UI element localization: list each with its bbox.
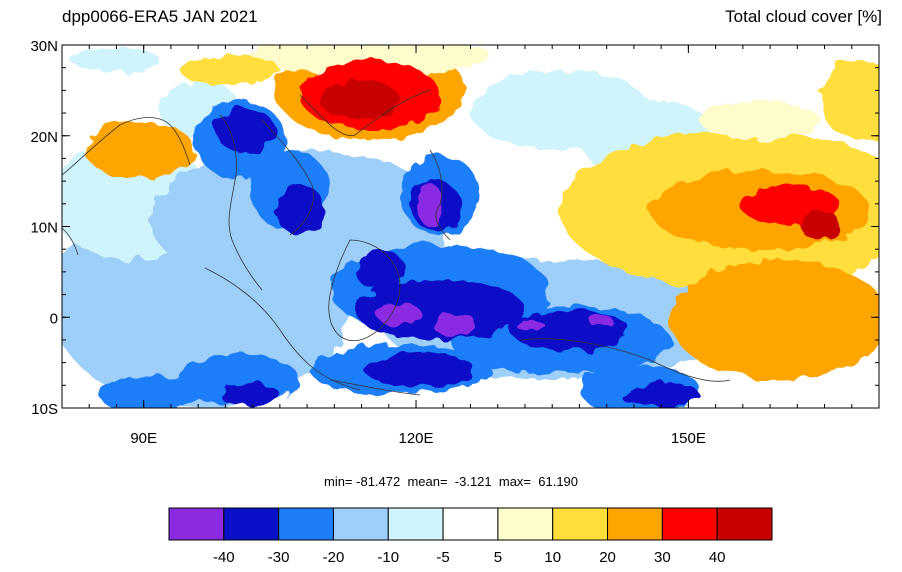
myanmar-coastline: [219, 114, 263, 291]
colorbar-label: -20: [323, 549, 345, 566]
colorbar-swatch: [442, 507, 499, 541]
plot-title-right: Total cloud cover [%]: [725, 7, 882, 26]
lat-tick-label: 20N: [30, 129, 58, 146]
colorbar-label: 5: [494, 549, 502, 566]
colorbar-swatch: [497, 507, 554, 541]
colorbar-swatch: [607, 507, 663, 541]
philippines-coastline: [429, 149, 451, 241]
colorbar-swatch: [278, 507, 334, 541]
colorbar-swatch: [168, 507, 225, 541]
colorbar-label: 30: [654, 549, 671, 566]
colorbar: -40 -30 -20 -10 -5 5 10 20 30 40: [168, 507, 773, 566]
colorbar-label: 10: [544, 549, 561, 566]
india-coastline: [62, 117, 191, 176]
lat-tick-label: 0: [50, 310, 58, 327]
colorbar-label: 20: [599, 549, 616, 566]
sumatra-coastline: [204, 267, 361, 391]
colorbar-label: 40: [709, 549, 726, 566]
lon-tick-label: 120E: [399, 430, 434, 447]
colorbar-swatch: [716, 507, 773, 541]
new-guinea-coastline: [519, 338, 731, 382]
colorbar-label: -5: [436, 549, 449, 566]
colorbar-swatch: [332, 507, 389, 541]
lon-tick-label: 90E: [130, 430, 157, 447]
cloud-cover-field: [62, 45, 879, 408]
colorbar-swatch: [552, 507, 609, 541]
china-coastline: [299, 89, 431, 137]
statistics-line: min= -81.472 mean= -3.121 max= 61.190: [323, 474, 579, 489]
colorbar-swatch: [387, 507, 444, 541]
lon-tick-label: 150E: [671, 430, 706, 447]
sri-lanka-coastline: [62, 227, 79, 256]
colorbar-label: -30: [268, 549, 290, 566]
lat-tick-label: 10N: [30, 220, 58, 237]
colorbar-label: -40: [213, 549, 235, 566]
plot-title-left: dpp0066-ERA5 JAN 2021: [62, 7, 258, 26]
coastlines: [62, 89, 731, 396]
java-coastline: [329, 379, 421, 396]
map-ticks: 30N 20N 10N 0 10S 90E 120E 150E: [30, 38, 880, 447]
colorbar-swatch: [661, 507, 718, 541]
indochina-coastline: [261, 119, 314, 236]
borneo-coastline: [328, 239, 401, 341]
colorbar-label: -10: [377, 549, 399, 566]
lat-tick-label: 30N: [30, 38, 58, 55]
colorbar-swatch: [223, 507, 280, 541]
lat-tick-label: 10S: [31, 401, 58, 418]
